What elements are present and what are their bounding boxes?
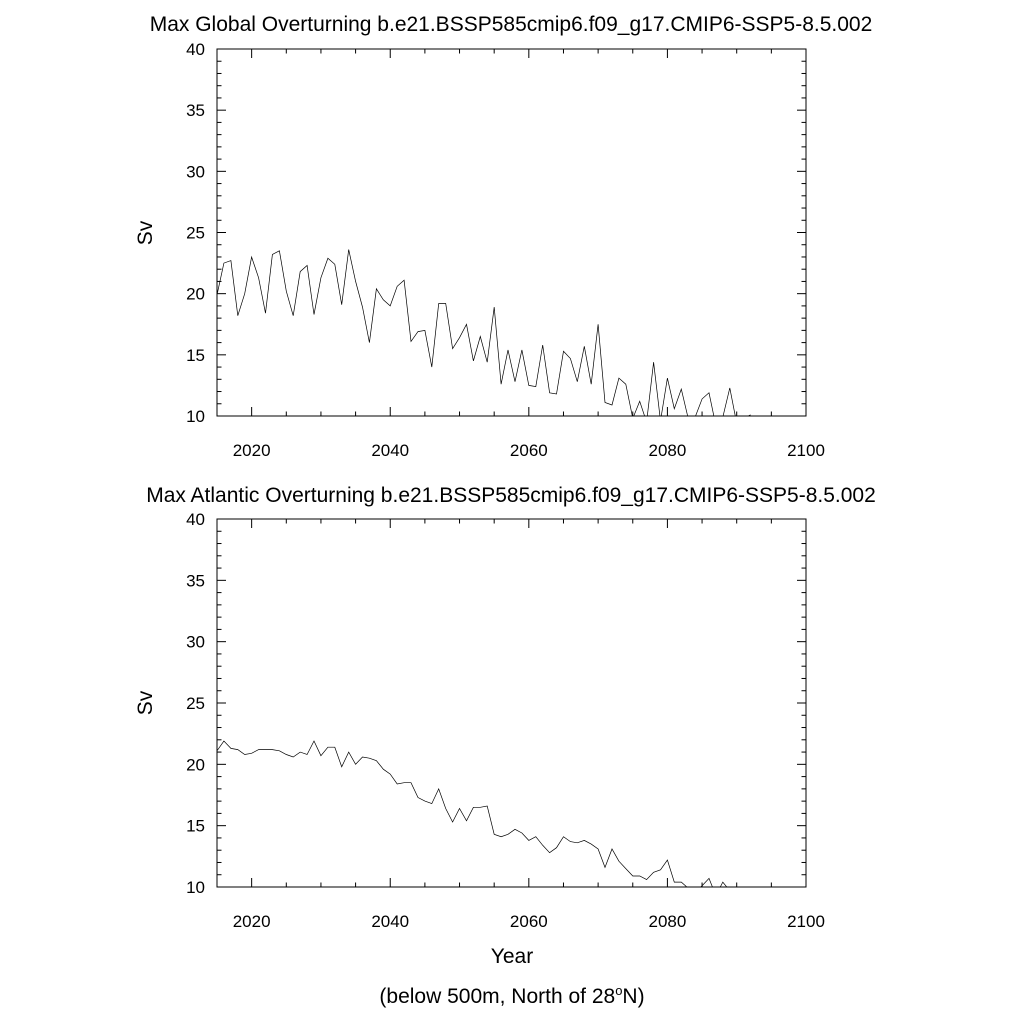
atlantic-x-axis-label: Year xyxy=(491,945,533,968)
atlantic-y-tick-label: 10 xyxy=(186,878,205,897)
footnote-degree-sup: o xyxy=(615,983,622,998)
footnote-post: N) xyxy=(622,985,644,1008)
atlantic-y-tick-label: 30 xyxy=(186,633,205,652)
atlantic-x-tick-label: 2080 xyxy=(648,912,686,931)
atlantic-chart-title: Max Atlantic Overturning b.e21.BSSP585cm… xyxy=(146,484,876,507)
global-series-line xyxy=(217,249,751,416)
atlantic-x-tick-label: 2040 xyxy=(371,912,409,931)
atlantic-overturning-panel: Max Atlantic Overturning b.e21.BSSP585cm… xyxy=(134,484,876,968)
global-x-tick-label: 2020 xyxy=(233,441,271,460)
footnote: (below 500m, North of 28oN) xyxy=(379,983,644,1008)
atlantic-y-tick-label: 15 xyxy=(186,817,205,836)
global-x-tick-label: 2040 xyxy=(371,441,409,460)
global-y-tick-label: 35 xyxy=(186,101,205,120)
global-y-tick-label: 25 xyxy=(186,224,205,243)
atlantic-x-tick-label: 2020 xyxy=(233,912,271,931)
global-y-axis-label: Sv xyxy=(134,220,157,245)
atlantic-y-tick-label: 20 xyxy=(186,755,205,774)
global-x-tick-label: 2080 xyxy=(648,441,686,460)
global-y-tick-label: 30 xyxy=(186,162,205,181)
atlantic-x-tick-label: 2060 xyxy=(510,912,548,931)
global-overturning-panel: Max Global Overturning b.e21.BSSP585cmip… xyxy=(134,13,872,460)
atlantic-y-tick-label: 35 xyxy=(186,571,205,590)
global-chart-title: Max Global Overturning b.e21.BSSP585cmip… xyxy=(150,13,873,36)
global-y-tick-label: 40 xyxy=(186,40,205,59)
global-y-tick-label: 15 xyxy=(186,346,205,365)
atlantic-series-line xyxy=(217,740,728,887)
atlantic-x-tick-label: 2100 xyxy=(787,912,825,931)
global-x-tick-label: 2060 xyxy=(510,441,548,460)
global-y-tick-label: 20 xyxy=(186,285,205,304)
footnote-pre: (below 500m, North of 28 xyxy=(379,985,615,1008)
atlantic-y-tick-label: 40 xyxy=(186,510,205,529)
atlantic-y-tick-label: 25 xyxy=(186,694,205,713)
global-x-tick-label: 2100 xyxy=(787,441,825,460)
global-plot-frame xyxy=(216,48,807,417)
atlantic-y-axis-label: Sv xyxy=(134,690,157,715)
global-y-tick-label: 10 xyxy=(186,407,205,426)
